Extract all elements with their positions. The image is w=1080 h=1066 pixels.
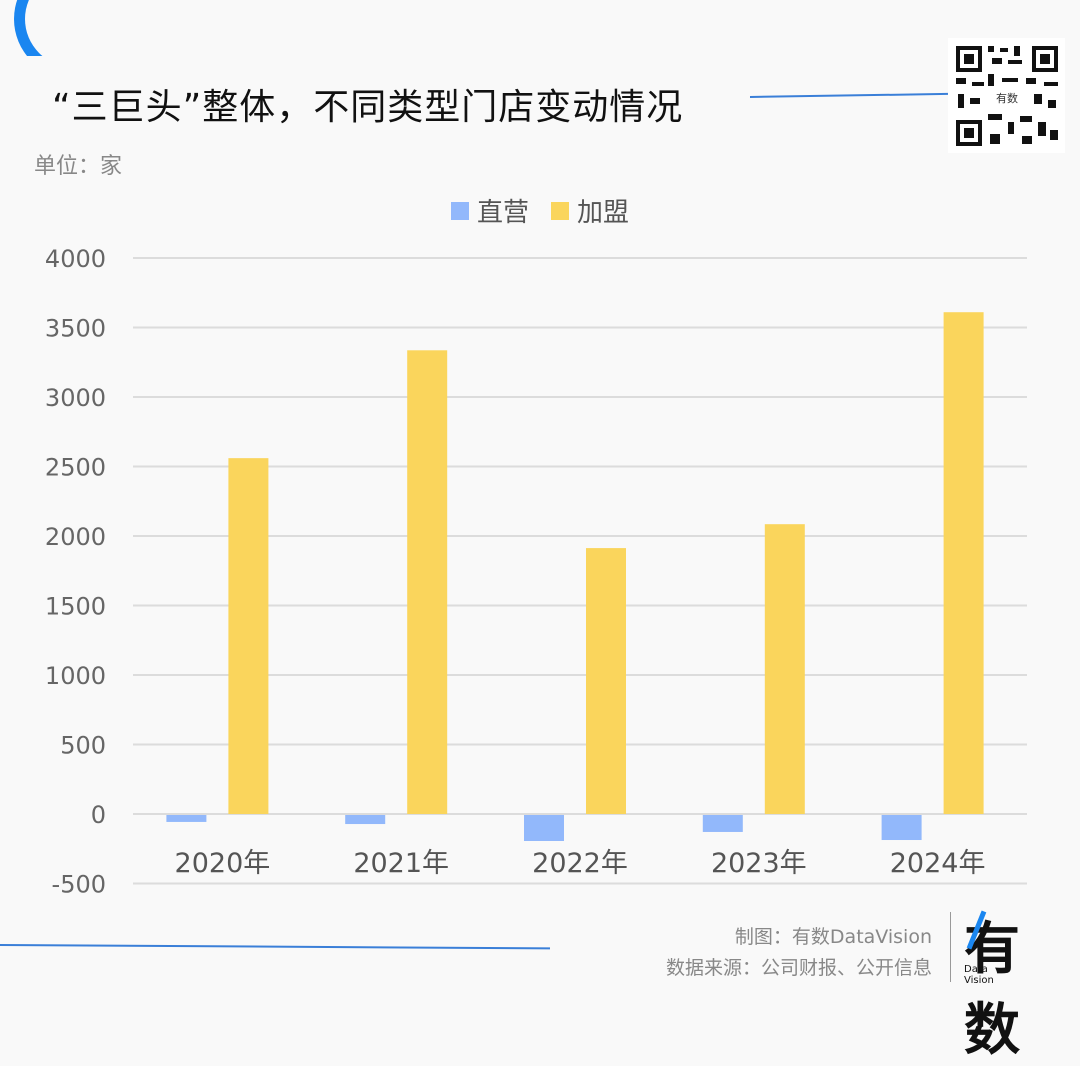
legend-item-franchise: 加盟 (551, 192, 629, 229)
legend-item-direct: 直营 (450, 192, 529, 229)
y-tick-label: 2500 (45, 454, 106, 482)
decorative-arc (0, 0, 82, 56)
bar-franchise (586, 548, 626, 814)
credits: 制图：有数DataVision 数据来源：公司财报、公开信息 (666, 922, 932, 984)
y-tick-label: 0 (91, 801, 106, 829)
x-tick-label: 2024年 (890, 848, 986, 879)
source-text: 数据来源：公司财报、公开信息 (665, 957, 932, 979)
footer-separator (950, 912, 951, 982)
bar-direct (345, 815, 386, 825)
bar-franchise (943, 312, 984, 814)
legend-label-direct: 直营 (476, 198, 529, 228)
x-tick-label: 2021年 (353, 848, 449, 879)
y-tick-label: 4000 (45, 245, 106, 273)
svg-text:有数: 有数 (996, 91, 1018, 105)
x-tick-label: 2023年 (711, 848, 807, 879)
y-tick-label: 1500 (45, 593, 106, 621)
bar-chart: -500 0 500 1000 1500 2000 2500 3000 3500 4000 2020… (45, 245, 1027, 899)
legend: 直营 加盟 (0, 192, 1080, 229)
y-tick-label: 500 (60, 732, 106, 760)
y-tick-label: 3500 (45, 315, 106, 343)
bar-direct (702, 815, 743, 832)
legend-swatch-direct (450, 201, 469, 220)
unit-label: 单位：家 (34, 154, 123, 179)
y-tick-label: 1000 (45, 662, 106, 690)
y-tick-label: -500 (52, 871, 106, 899)
bar-franchise (228, 458, 269, 814)
legend-label-franchise: 加盟 (577, 198, 630, 228)
y-tick-label: 3000 (45, 384, 106, 412)
bar-direct (166, 815, 207, 822)
bar-direct (524, 815, 564, 841)
credit-text: 制图：有数DataVision (734, 926, 932, 948)
legend-swatch-franchise (551, 201, 569, 220)
bar-direct (881, 815, 922, 841)
bar-franchise (764, 524, 805, 814)
chart-title: “三巨头”整体，不同类型门店变动情况 (52, 87, 684, 128)
x-tick-label: 2022年 (532, 848, 628, 879)
x-tick-label: 2020年 (175, 848, 271, 879)
datavision-logo: 有数 Data Vision (960, 904, 1060, 1063)
bar-franchise (407, 350, 448, 814)
y-tick-label: 2000 (45, 523, 106, 551)
qr-code-icon: 有数 (948, 38, 1065, 153)
